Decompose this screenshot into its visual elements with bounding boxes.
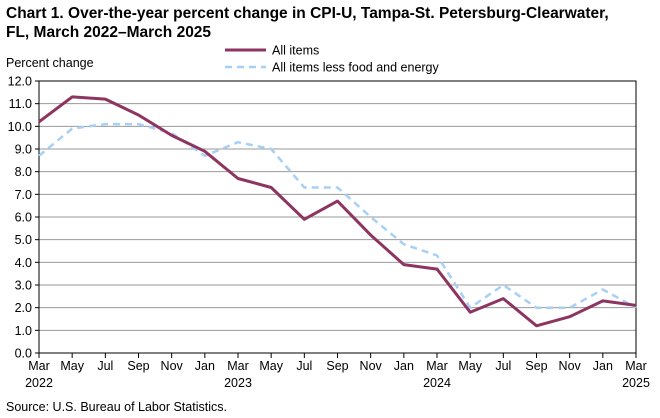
legend-label-core-items: All items less food and energy bbox=[272, 61, 440, 75]
x-tick-label: Jan bbox=[195, 359, 215, 373]
x-year-label: 2025 bbox=[622, 376, 650, 390]
y-tick-label: 11.0 bbox=[9, 97, 32, 111]
x-tick-label: Mar bbox=[426, 359, 448, 373]
x-tick-label: Jul bbox=[296, 359, 312, 373]
x-tick-label: Nov bbox=[161, 359, 184, 373]
x-tick-label: Jan bbox=[593, 359, 613, 373]
x-year-label: 2024 bbox=[423, 376, 451, 390]
y-axis-label: Percent change bbox=[6, 56, 94, 70]
y-tick-label: 9.0 bbox=[15, 143, 32, 157]
y-axis: 0.0 1.0 2.0 3.0 4.0 5.0 6.0 7.0 8.0 9.0 10.0 11.0 12… bbox=[8, 75, 39, 361]
x-tick-label: Nov bbox=[360, 359, 383, 373]
y-tick-label: 12.0 bbox=[8, 75, 32, 89]
y-tick-label: 6.0 bbox=[15, 211, 32, 225]
y-tick-label: 8.0 bbox=[15, 165, 32, 179]
core-items-line bbox=[38, 122, 637, 309]
x-axis: Mar May Jul Sep Nov Jan Mar May Jul Sep Nov Jan Mar M… bbox=[25, 353, 650, 390]
y-tick-label: 1.0 bbox=[15, 324, 32, 338]
x-tick-label: Mar bbox=[227, 359, 249, 373]
legend-label-all-items: All items bbox=[272, 44, 319, 58]
x-tick-label: Sep bbox=[326, 359, 348, 373]
chart-title: Chart 1. Over-the-year percent change in… bbox=[6, 4, 656, 42]
x-tick-label: Jan bbox=[394, 359, 414, 373]
y-tick-label: 3.0 bbox=[15, 279, 32, 293]
x-tick-label: Jul bbox=[495, 359, 511, 373]
all-items-line bbox=[38, 95, 637, 328]
y-tick-label: 7.0 bbox=[15, 188, 32, 202]
x-tick-label: Nov bbox=[559, 359, 582, 373]
gridlines bbox=[39, 103, 636, 331]
x-tick-label: Sep bbox=[127, 359, 149, 373]
x-year-label: 2023 bbox=[224, 376, 252, 390]
series-lines bbox=[38, 95, 637, 328]
x-tick-label: May bbox=[458, 359, 482, 373]
x-tick-label: Sep bbox=[525, 359, 547, 373]
y-tick-label: 0.0 bbox=[15, 347, 32, 361]
x-year-label: 2022 bbox=[25, 376, 53, 390]
x-tick-label: Mar bbox=[625, 359, 647, 373]
y-tick-label: 2.0 bbox=[15, 301, 32, 315]
chart-title-line-2: FL, March 2022–March 2025 bbox=[6, 24, 212, 41]
y-tick-label: 4.0 bbox=[15, 256, 32, 270]
legend: All items All items less food and energy bbox=[225, 44, 440, 75]
y-tick-label: 10.0 bbox=[8, 120, 32, 134]
source-note: Source: U.S. Bureau of Labor Statistics. bbox=[6, 400, 227, 414]
x-tick-label: Mar bbox=[28, 359, 50, 373]
y-tick-label: 5.0 bbox=[15, 233, 32, 247]
x-tick-label: May bbox=[60, 359, 84, 373]
x-tick-label: Jul bbox=[97, 359, 113, 373]
x-tick-label: May bbox=[259, 359, 283, 373]
chart-title-line-1: Chart 1. Over-the-year percent change in… bbox=[6, 5, 609, 22]
